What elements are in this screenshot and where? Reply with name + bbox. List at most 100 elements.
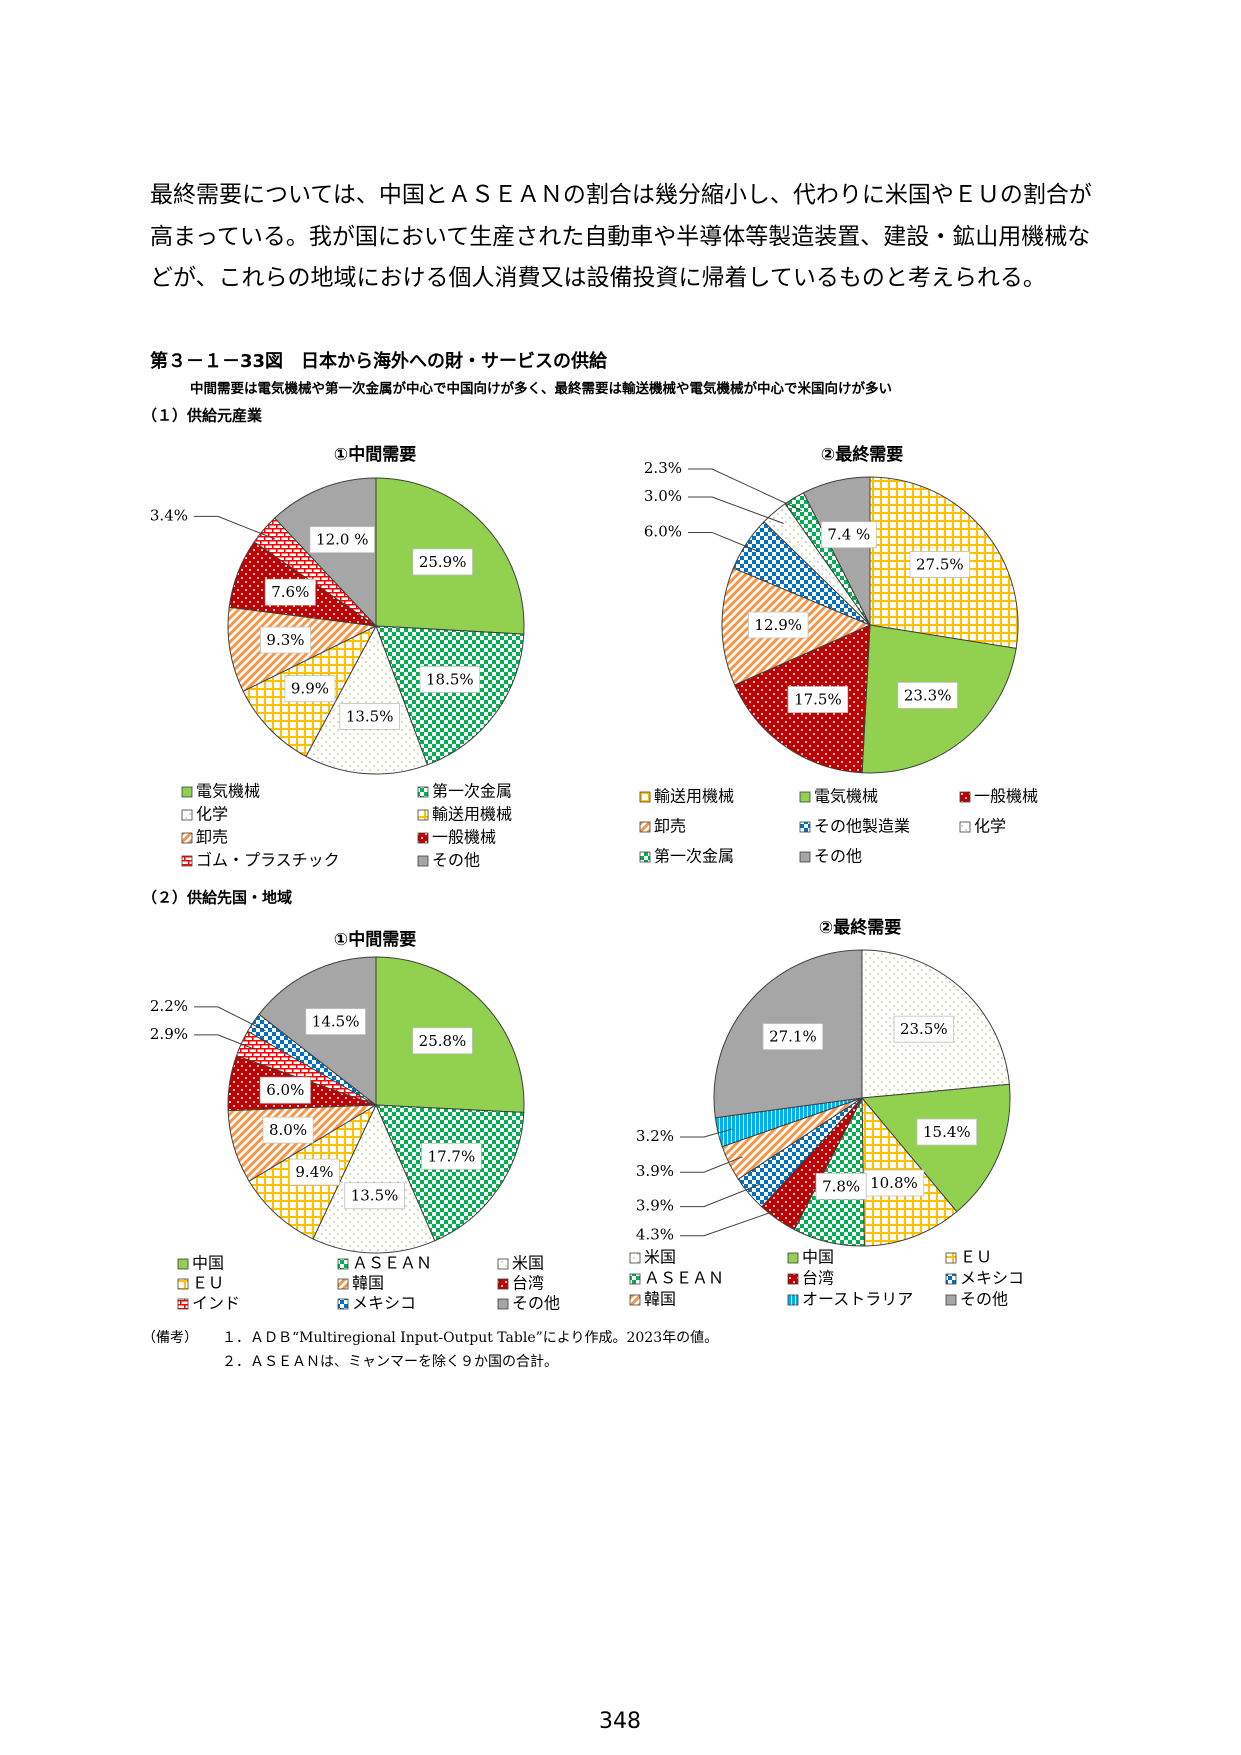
legend-label: 台湾 [802, 1269, 834, 1288]
legend-label: メキシコ [352, 1294, 416, 1313]
value-label-box [916, 1118, 978, 1146]
value-label: 9.9% [291, 680, 329, 698]
legend-label: 中国 [802, 1248, 834, 1267]
value-label: 3.0% [644, 487, 682, 505]
pie-slice [375, 1104, 525, 1242]
value-label-box [897, 681, 958, 709]
paragraph-line: どが、これらの地域における個人消費又は設備投資に帰着しているものと考えられる。 [150, 265, 1046, 291]
leader-line [688, 496, 784, 524]
leader-line [688, 531, 760, 553]
value-label: 13.5% [351, 1187, 399, 1205]
legend-swatch [177, 1278, 189, 1290]
legend-label: ゴム・プラスチック [196, 851, 340, 870]
legend-swatch [945, 1294, 957, 1306]
value-label-box [260, 626, 311, 654]
value-label-box [284, 675, 336, 703]
paragraph-line: 高まっている。我が国において生産された自動車や半導体等製造装置、建設・鉱山用機械… [150, 224, 1090, 250]
legend-swatch [639, 851, 651, 863]
value-label: 2.3% [644, 459, 682, 477]
value-label-box [262, 1116, 314, 1144]
legend-label: 第一次金属 [432, 782, 512, 801]
value-label-box [421, 1142, 482, 1170]
legend-label: その他 [814, 847, 862, 866]
value-label: 23.5% [900, 1020, 948, 1038]
notes-label: （備考） [142, 1330, 198, 1346]
legend-swatch [337, 1298, 349, 1310]
legend-swatch [787, 1273, 799, 1285]
value-label: 6.0% [266, 1081, 304, 1099]
value-label: 7.6% [271, 583, 309, 601]
legend-swatch [417, 855, 429, 867]
value-label: 6.0% [644, 522, 682, 540]
value-label: 10.8% [870, 1174, 918, 1192]
legend-swatch [639, 821, 651, 833]
legend-label: 輸送用機械 [654, 787, 734, 806]
legend-label: ＡＳＥＡＮ [352, 1254, 432, 1273]
leader-line [680, 1128, 733, 1138]
pie-slice [312, 1103, 436, 1254]
legend-swatch [497, 1298, 509, 1310]
legend-swatch [337, 1278, 349, 1290]
value-label: 27.5% [916, 555, 964, 573]
value-label-box [748, 611, 809, 639]
value-label: 9.4% [295, 1163, 333, 1181]
value-label: 7.4 % [827, 526, 870, 544]
value-label: 3.2% [636, 1127, 674, 1145]
value-label-box [762, 1023, 824, 1050]
chart-title: ②最終需要 [819, 917, 901, 938]
value-label-box [344, 1182, 405, 1210]
value-label-box [305, 1008, 366, 1035]
value-label: 2.9% [150, 1025, 188, 1043]
legend-label: 一般機械 [974, 787, 1038, 806]
value-label-box [259, 1076, 311, 1104]
legend-label: その他 [512, 1294, 560, 1313]
legend-swatch [787, 1252, 799, 1264]
value-label-box [289, 1158, 340, 1186]
legend-swatch [177, 1298, 189, 1310]
figure-title: 第３－１－33図 日本から海外への財・サービスの供給 [150, 350, 608, 372]
legend-label: メキシコ [960, 1269, 1024, 1288]
legend-swatch [945, 1273, 957, 1285]
legend-label: オーストラリア [802, 1290, 913, 1309]
legend-label: 輸送用機械 [432, 805, 512, 824]
leader-line [194, 515, 276, 540]
legend-swatch [959, 791, 971, 803]
legend-label: 化学 [196, 805, 228, 824]
value-label: 3.9% [636, 1162, 674, 1180]
value-label: 27.1% [769, 1028, 817, 1046]
legend-label: インド [192, 1294, 240, 1313]
note: １．ＡＤＢ“Multiregional Input-Output Table”に… [222, 1330, 718, 1346]
value-label: 17.7% [428, 1147, 476, 1165]
value-label-box [909, 551, 971, 578]
value-label-box [264, 578, 316, 606]
value-label: 25.8% [419, 1032, 467, 1050]
legend-label: 第一次金属 [654, 847, 734, 866]
legend-swatch [181, 809, 193, 821]
legend-swatch [959, 821, 971, 833]
legend-swatch [497, 1278, 509, 1290]
legend-label: 卸売 [654, 817, 686, 836]
value-label: 13.5% [346, 708, 394, 726]
legend-label: 中国 [192, 1254, 224, 1273]
value-label: 17.5% [794, 691, 842, 709]
value-label: 2.2% [150, 997, 188, 1015]
legend-label: その他 [432, 851, 480, 870]
legend-swatch [629, 1273, 641, 1285]
legend-label: 台湾 [512, 1274, 544, 1293]
legend-swatch [799, 821, 811, 833]
pie-slice [375, 625, 525, 766]
value-label-box [815, 1172, 867, 1200]
section-label: （１）供給元産業 [142, 407, 263, 425]
value-label: 14.5% [312, 1013, 360, 1031]
pie-slice [305, 624, 429, 775]
legend-swatch [417, 832, 429, 844]
legend-label: 電気機械 [196, 782, 260, 801]
legend-label: ＥＵ [960, 1248, 992, 1267]
legend-swatch [639, 791, 651, 803]
note: ２．ＡＳＥＡＮは、ミャンマーを除く９か国の合計。 [222, 1354, 558, 1370]
value-label: 25.9% [419, 553, 467, 571]
chart-title: ①中間需要 [334, 929, 416, 950]
value-label: 3.4% [150, 506, 188, 524]
legend-swatch [799, 791, 811, 803]
